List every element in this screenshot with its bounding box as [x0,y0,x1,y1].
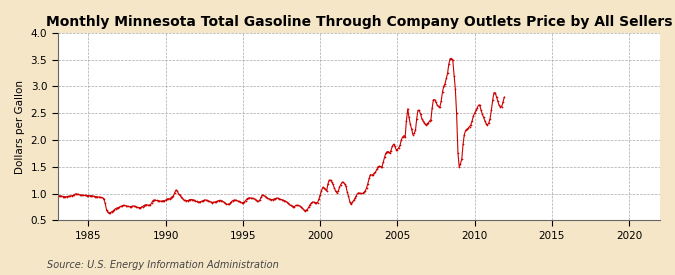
Text: Source: U.S. Energy Information Administration: Source: U.S. Energy Information Administ… [47,260,279,270]
Title: Monthly Minnesota Total Gasoline Through Company Outlets Price by All Sellers: Monthly Minnesota Total Gasoline Through… [45,15,672,29]
Y-axis label: Dollars per Gallon: Dollars per Gallon [15,80,25,174]
